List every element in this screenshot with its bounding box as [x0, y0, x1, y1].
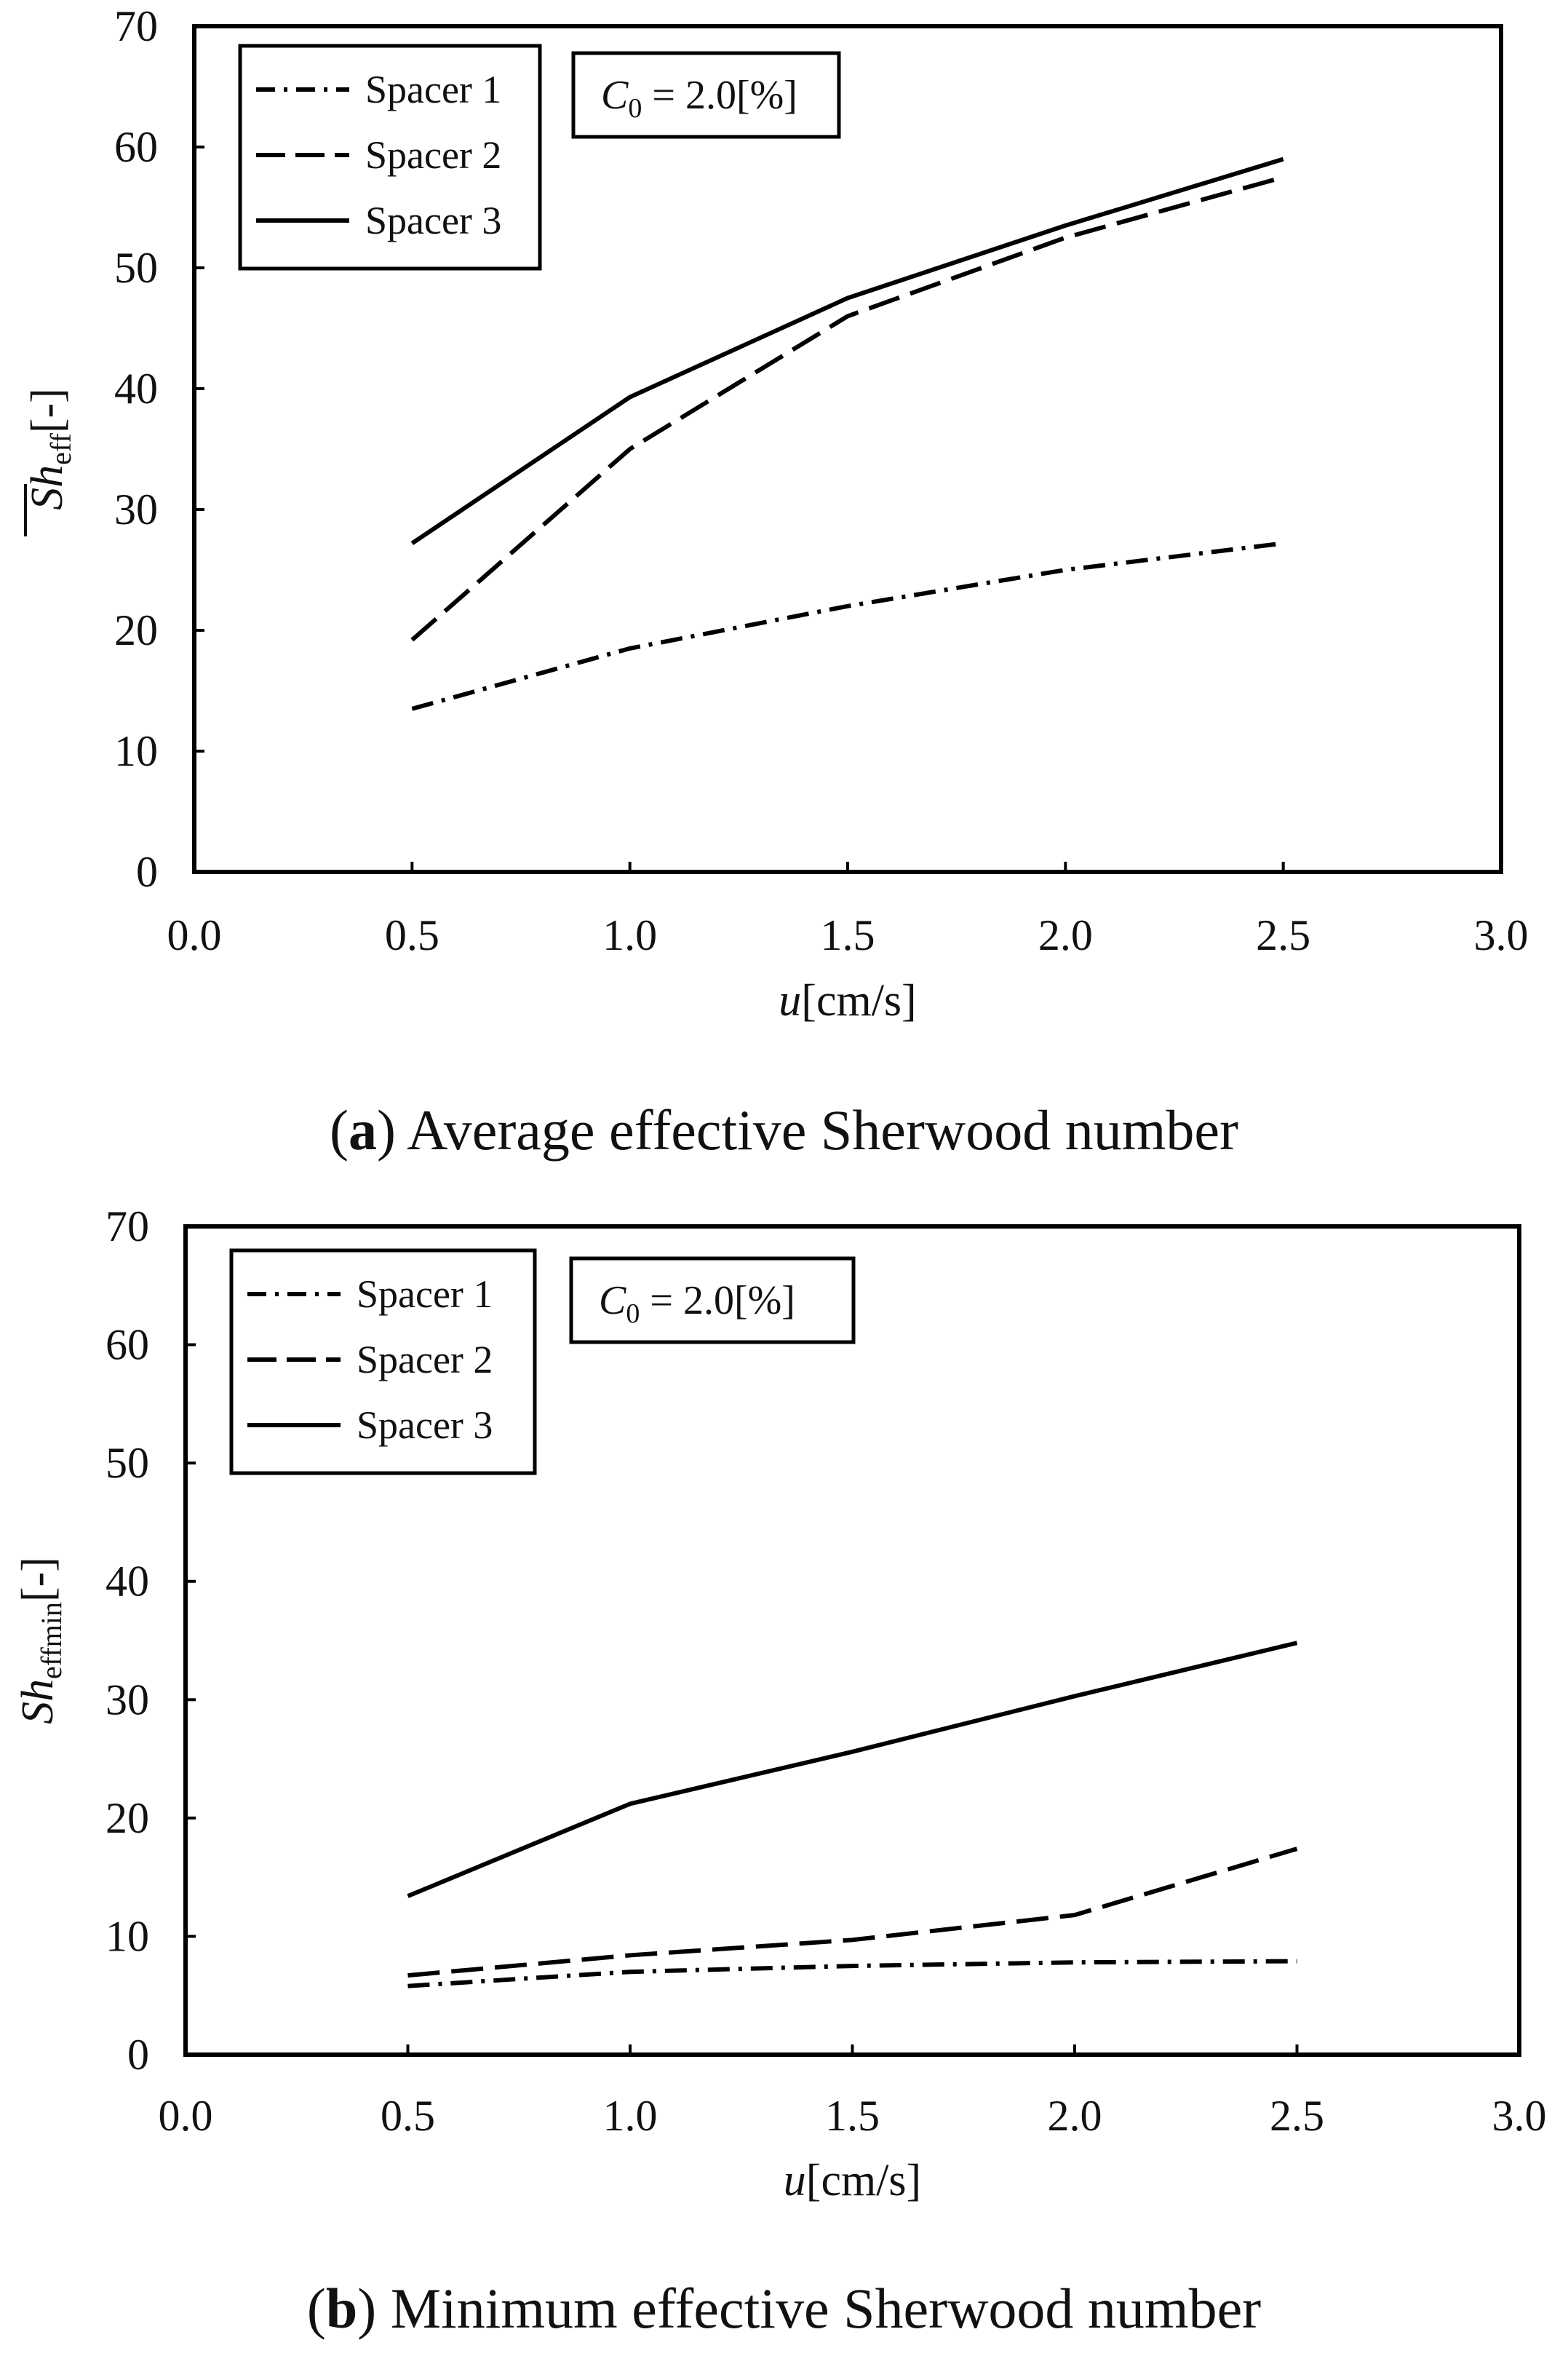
chart-a-y-tick-label: 70 — [114, 2, 158, 50]
chart-b-x-tick-label: 3.0 — [1492, 2092, 1547, 2140]
chart-a-x-tick-label: 0.0 — [167, 911, 222, 959]
chart-a-y-tick-label: 60 — [114, 123, 158, 171]
chart-b-x-tick-label: 2.5 — [1270, 2092, 1324, 2140]
chart-b-x-tick-label: 0.5 — [381, 2092, 435, 2140]
chart-a-y-tick-label: 20 — [114, 606, 158, 654]
chart-b-y-tick-label: 50 — [106, 1439, 149, 1487]
chart-a-legend-label-1: Spacer 1 — [365, 68, 501, 111]
chart-a-x-tick-label: 1.0 — [602, 911, 657, 959]
chart-b-legend-box — [229, 1248, 537, 1475]
chart-b-y-tick-label: 40 — [106, 1558, 149, 1606]
chart-b-legend-label-3: Spacer 3 — [357, 1403, 493, 1447]
chart-b-legend-label-1: Spacer 1 — [357, 1272, 493, 1316]
chart-b-y-tick-label: 0 — [127, 2031, 149, 2079]
chart-a-caption-text: Average effective Sherwood number — [407, 1098, 1238, 1162]
chart-a-x-axis-label: u[cm/s] — [779, 976, 916, 1026]
chart-b-series-line-2 — [407, 1847, 1298, 1978]
chart-b-series-line-3 — [407, 1641, 1298, 1898]
chart-a-x-tick-label: 3.0 — [1474, 911, 1529, 959]
chart-a-y-tick-label: 0 — [136, 848, 158, 896]
chart-a-x-tick-label: 1.5 — [821, 911, 875, 959]
chart-a-legend-label-3: Spacer 3 — [365, 199, 501, 242]
chart-a-y-tick-label: 10 — [114, 727, 158, 775]
chart-b-x-tick-label: 0.0 — [159, 2092, 213, 2140]
chart-b-caption-letter: b — [325, 2277, 358, 2340]
chart-b-y-axis-label: Sheffmin[-] — [13, 1557, 68, 1724]
chart-a-y-axis-label: Sheff[-] — [23, 388, 77, 510]
chart-b-x-tick-label: 1.5 — [825, 2092, 880, 2140]
chart-b-y-tick-label: 30 — [106, 1675, 149, 1724]
chart-panel-a: 0.0 0.5 1.0 1.5 2.0 2.5 3.0 0 10 20 30 40 50 60 70 u[cm… — [23, 2, 1529, 1162]
chart-b-caption: (b) Minimum effective Sherwood number — [306, 2277, 1262, 2340]
chart-b-y-tick-label: 20 — [106, 1794, 149, 1842]
chart-a-legend-label-2: Spacer 2 — [365, 133, 501, 177]
chart-a-annotation-box — [571, 51, 841, 139]
chart-a-series-line-1 — [411, 541, 1284, 711]
chart-b-series-line-1 — [407, 1959, 1297, 1988]
chart-a-legend-box — [238, 44, 542, 271]
chart-a-caption: (a) Average effective Sherwood number — [330, 1098, 1238, 1162]
chart-b-x-tick-label: 2.0 — [1048, 2092, 1102, 2140]
chart-a-y-tick-label: 50 — [114, 244, 158, 292]
chart-b-x-tick-label: 1.0 — [603, 2092, 658, 2140]
chart-b-annotation-box — [569, 1256, 856, 1344]
chart-a-x-tick-label: 2.5 — [1256, 911, 1310, 959]
chart-panel-b: 0.0 0.5 1.0 1.5 2.0 2.5 3.0 0 10 20 30 40 50 60 70 u[cm… — [0, 1186, 1568, 2372]
chart-a-series-line-3 — [410, 156, 1284, 545]
chart-a-y-tick-label: 40 — [114, 365, 158, 413]
chart-b-y-tick-label: 70 — [106, 1202, 149, 1250]
chart-b-y-tick-label: 10 — [106, 1912, 149, 1960]
chart-b-svg: 0.0 0.5 1.0 1.5 2.0 2.5 3.0 0 10 20 30 40 50 60 70 u[cm… — [13, 1202, 1547, 2205]
chart-b-legend-label-2: Spacer 2 — [357, 1338, 493, 1381]
chart-a-y-tick-label: 30 — [114, 485, 158, 533]
chart-b-y-tick-label: 60 — [106, 1321, 149, 1369]
chart-b-annotation-text: C0 = 2.0[%] — [599, 1278, 795, 1329]
chart-a-annotation-text: C0 = 2.0[%] — [601, 73, 797, 124]
chart-a-caption-letter: a — [349, 1098, 377, 1162]
chart-b-caption-text: Minimum effective Sherwood number — [390, 2277, 1262, 2340]
chart-a-series-line-2 — [410, 175, 1284, 642]
chart-a-x-tick-label: 0.5 — [385, 911, 439, 959]
chart-a-x-tick-label: 2.0 — [1038, 911, 1093, 959]
chart-a-svg: 0.0 0.5 1.0 1.5 2.0 2.5 3.0 0 10 20 30 40 50 60 70 u[cm… — [23, 2, 1529, 1026]
chart-b-x-axis-label: u[cm/s] — [784, 2156, 921, 2205]
